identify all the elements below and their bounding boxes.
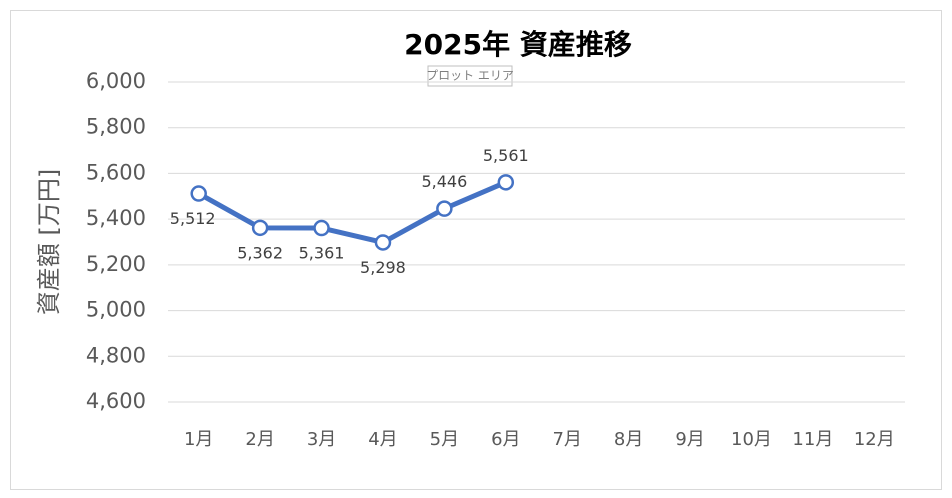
x-tick-label: 7月	[552, 429, 581, 450]
data-label: 5,512	[170, 209, 216, 228]
point	[251, 219, 269, 237]
x-tick-label: 3月	[307, 429, 336, 450]
data-label: 5,361	[299, 244, 345, 263]
point	[374, 234, 392, 251]
chart-title: 2025年 資産推移	[404, 28, 632, 61]
y-tick-label: 5,400	[86, 206, 146, 230]
y-tick-label: 4,600	[86, 389, 146, 413]
point	[497, 174, 515, 191]
x-tick-label: 10月	[731, 429, 772, 450]
y-tick-label: 5,000	[86, 298, 146, 322]
x-tick-label: 11月	[792, 429, 833, 450]
data-label: 5,446	[421, 172, 467, 191]
y-tick-label: 5,200	[86, 252, 146, 276]
y-tick-label: 5,800	[86, 115, 146, 139]
x-tick-label: 5月	[430, 429, 459, 450]
x-tick-label: 1月	[184, 429, 213, 450]
x-tick-label: 8月	[614, 429, 643, 450]
point	[190, 185, 207, 202]
point	[313, 219, 330, 237]
data-label: 5,362	[237, 243, 283, 262]
x-tick-label: 9月	[675, 429, 704, 450]
chart-frame	[10, 10, 942, 490]
y-tick-label: 5,600	[86, 160, 146, 184]
y-axis-label: 資産額 [万円]	[35, 169, 63, 315]
x-tick-label: 12月	[854, 429, 895, 450]
data-label: 5,298	[360, 258, 406, 277]
data-label: 5,561	[483, 146, 529, 165]
y-tick-label: 6,000	[86, 69, 146, 93]
y-tick-label: 4,800	[86, 343, 146, 367]
line	[197, 180, 507, 245]
point	[436, 200, 453, 217]
x-tick-label: 2月	[245, 429, 274, 450]
tooltip-box	[427, 65, 513, 87]
tooltip: プロット エリア	[426, 69, 514, 83]
x-tick-label: 6月	[491, 429, 520, 450]
x-tick-label: 4月	[368, 429, 397, 450]
